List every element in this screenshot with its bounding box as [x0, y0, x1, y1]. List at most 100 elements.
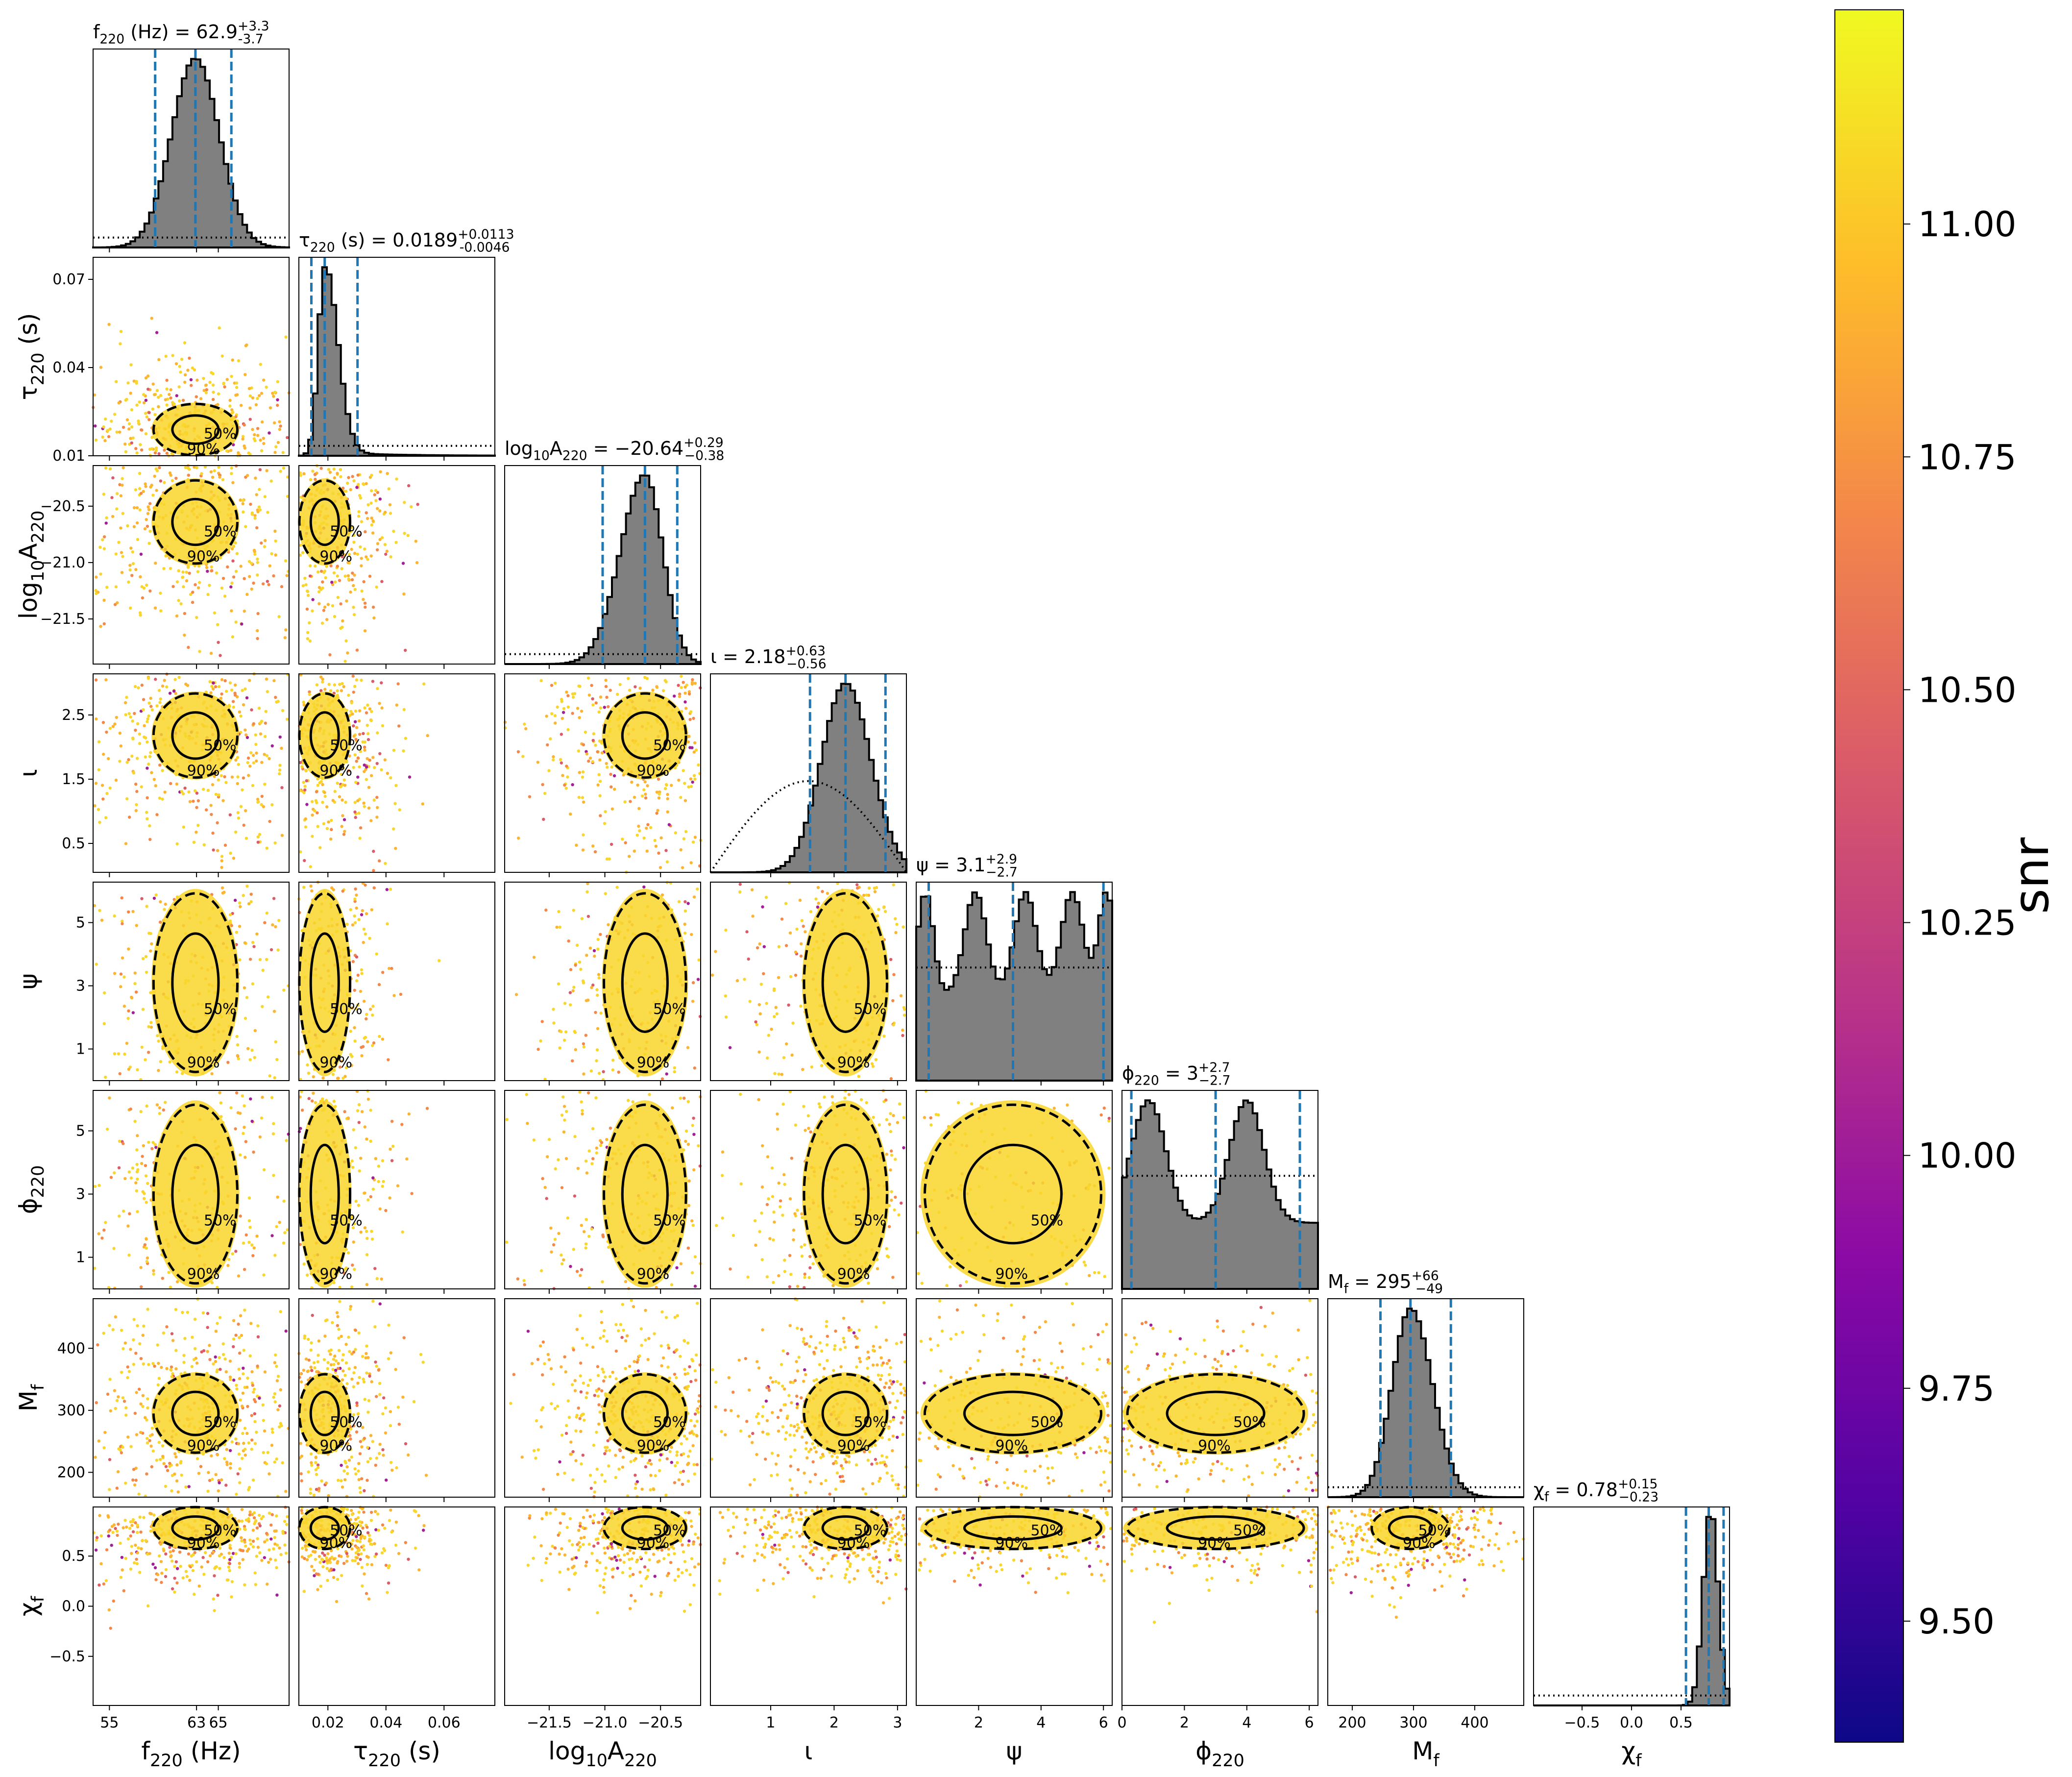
scatter-point	[642, 788, 646, 791]
scatter-point	[395, 703, 398, 707]
scatter-point	[267, 995, 270, 999]
scatter-point	[304, 817, 307, 821]
scatter-point	[321, 580, 324, 584]
scatter-point	[102, 425, 105, 429]
scatter-point	[270, 803, 274, 807]
scatter-point	[594, 701, 598, 705]
scatter-point	[539, 1269, 543, 1273]
scatter-point	[104, 521, 108, 525]
scatter-point	[117, 1052, 121, 1056]
scatter-point	[144, 955, 148, 959]
scatter-point	[604, 685, 608, 689]
scatter-point	[402, 708, 406, 712]
scatter-point	[336, 574, 339, 578]
scatter-point	[352, 724, 355, 728]
scatter-point	[349, 1305, 352, 1308]
scatter-point	[363, 706, 366, 710]
scatter-point	[724, 1015, 728, 1019]
scatter-point	[366, 1236, 369, 1240]
scatter-point	[345, 599, 348, 603]
scatter-point	[163, 448, 166, 452]
scatter-point	[123, 1177, 127, 1181]
scatter-point	[691, 1124, 694, 1127]
scatter-point	[181, 570, 185, 574]
scatter-point	[526, 1122, 529, 1125]
scatter-point	[175, 842, 179, 846]
scatter-point	[216, 821, 219, 825]
contour-50-label: 50%	[653, 737, 686, 754]
scatter-point	[102, 598, 106, 602]
scatter-point	[779, 1199, 782, 1203]
scatter-point	[353, 897, 357, 901]
scatter-point	[254, 476, 257, 480]
scatter-point	[206, 592, 210, 596]
scatter-point	[357, 1121, 361, 1124]
contour-90-label: 90%	[637, 762, 670, 779]
scatter-point	[93, 1185, 97, 1188]
scatter-point	[243, 986, 246, 989]
scatter-point	[126, 1365, 129, 1369]
scatter-point	[238, 1351, 242, 1355]
scatter-point	[182, 825, 185, 829]
scatter-point	[209, 651, 213, 655]
scatter-point	[243, 1308, 246, 1312]
scatter-point	[298, 789, 302, 792]
scatter-point	[109, 1409, 112, 1413]
scatter-point	[505, 1240, 509, 1244]
scatter-point	[657, 851, 660, 855]
scatter-point	[356, 552, 359, 556]
scatter-point	[873, 887, 877, 890]
scatter-point	[115, 430, 119, 434]
scatter-point	[196, 570, 200, 573]
scatter-point	[536, 1047, 540, 1051]
scatter-point	[108, 1096, 111, 1100]
scatter-point	[258, 508, 262, 512]
scatter-point	[357, 515, 361, 518]
scatter-point	[239, 1214, 242, 1218]
scatter-point	[123, 1341, 127, 1345]
scatter-point	[352, 691, 355, 694]
scatter-point	[145, 905, 148, 908]
scatter-point	[306, 590, 310, 593]
scatter-point	[166, 1469, 170, 1472]
scatter-point	[566, 775, 569, 779]
scatter-point	[137, 1492, 141, 1496]
scatter-point	[405, 1157, 409, 1161]
scatter-point	[263, 753, 266, 756]
scatter-point	[191, 591, 195, 594]
scatter-point	[142, 698, 146, 701]
scatter-point	[133, 1119, 137, 1123]
scatter-point	[245, 592, 249, 596]
scatter-point	[353, 1039, 357, 1043]
scatter-point	[349, 908, 352, 912]
scatter-point	[206, 569, 209, 573]
scatter-point	[154, 449, 158, 452]
scatter-point	[1099, 1113, 1103, 1117]
scatter-point	[684, 1139, 687, 1143]
scatter-point	[235, 552, 239, 555]
scatter-point	[663, 787, 667, 790]
scatter-point	[140, 1285, 143, 1288]
scatter-point	[160, 1365, 163, 1369]
scatter-point	[772, 988, 776, 992]
scatter-point	[784, 944, 788, 947]
scatter-point	[865, 893, 869, 897]
scatter-point	[311, 814, 314, 817]
scatter-point	[145, 518, 148, 521]
scatter-point	[175, 1280, 179, 1283]
scatter-point	[268, 564, 271, 568]
scatter-point	[161, 769, 164, 772]
scatter-point	[228, 404, 232, 408]
scatter-point	[155, 704, 159, 708]
scatter-point	[176, 1490, 180, 1494]
scatter-point	[259, 732, 263, 736]
scatter-point	[147, 701, 151, 705]
scatter-point	[101, 435, 104, 439]
panel-title-psi: ψ = 3.1+2.9 −2.7	[916, 852, 1018, 880]
scatter-point	[158, 1106, 161, 1110]
scatter-point	[152, 1272, 155, 1276]
histogram-bars	[1121, 1099, 1319, 1290]
scatter-point	[407, 484, 411, 488]
scatter-point	[582, 1230, 586, 1234]
scatter-point	[810, 1065, 814, 1069]
